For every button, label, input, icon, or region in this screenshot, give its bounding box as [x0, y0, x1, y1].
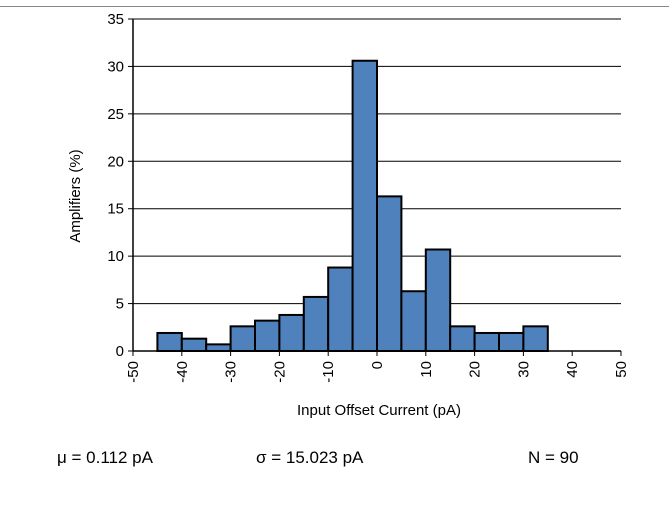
- x-tick-labels: -50 -40 -30 -20 -10 0 10 20 30 40 50: [125, 361, 630, 383]
- x-tick-label-20: 20: [467, 361, 484, 378]
- grid-lines: [133, 18, 621, 305]
- y-tick-label-5: 5: [116, 296, 124, 313]
- bar-7: [327, 266, 354, 353]
- bar-14: [498, 331, 525, 352]
- bar-10: [400, 290, 427, 352]
- bar-0: [156, 331, 183, 352]
- x-tick-label--10: -10: [320, 361, 337, 383]
- bar-5: [278, 313, 305, 352]
- x-tick-label-0: 0: [369, 361, 386, 369]
- bar-15: [522, 325, 549, 352]
- bars: [156, 59, 549, 353]
- x-tick-label-50: 50: [613, 361, 630, 378]
- x-tick-label--20: -20: [271, 361, 288, 383]
- histogram-chart: 0 5 10 15 20 25 30 35 -50 -40 -30 -20 -10 0 10 20 30 40 5…: [67, 11, 630, 419]
- y-tick-label-20: 20: [107, 153, 124, 170]
- y-tick-label-25: 25: [107, 106, 124, 123]
- bar-9: [376, 195, 403, 352]
- top-rule: [0, 6, 669, 7]
- count-stat: N = 90: [528, 448, 579, 467]
- y-axis-label: Amplifiers (%): [67, 149, 84, 242]
- y-tick-label-35: 35: [107, 11, 124, 28]
- y-tick-label-10: 10: [107, 248, 124, 265]
- bar-3: [229, 325, 257, 352]
- x-tick-label--50: -50: [125, 361, 142, 383]
- y-tick-label-30: 30: [107, 58, 124, 75]
- bar-1: [180, 337, 208, 353]
- x-tick-label-10: 10: [418, 361, 435, 378]
- bar-6: [302, 295, 330, 352]
- x-tick-label--30: -30: [223, 361, 240, 383]
- x-tick-label-40: 40: [564, 361, 581, 378]
- bar-2: [205, 343, 232, 352]
- bar-8: [351, 59, 379, 352]
- x-tick-label--40: -40: [174, 361, 191, 383]
- axes: [128, 18, 622, 356]
- bar-11: [424, 248, 452, 352]
- x-axis-label: Input Offset Current (pA): [297, 402, 461, 419]
- bar-4: [254, 319, 281, 353]
- sigma-stat: σ = 15.023 pA: [256, 448, 364, 467]
- bar-13: [473, 331, 501, 352]
- y-tick-labels: 0 5 10 15 20 25 30 35: [107, 11, 124, 360]
- mean-stat: μ = 0.112 pA: [57, 448, 153, 467]
- y-tick-label-15: 15: [107, 201, 124, 218]
- x-tick-label-30: 30: [515, 361, 532, 378]
- y-tick-label-0: 0: [116, 343, 124, 360]
- bar-12: [449, 325, 476, 352]
